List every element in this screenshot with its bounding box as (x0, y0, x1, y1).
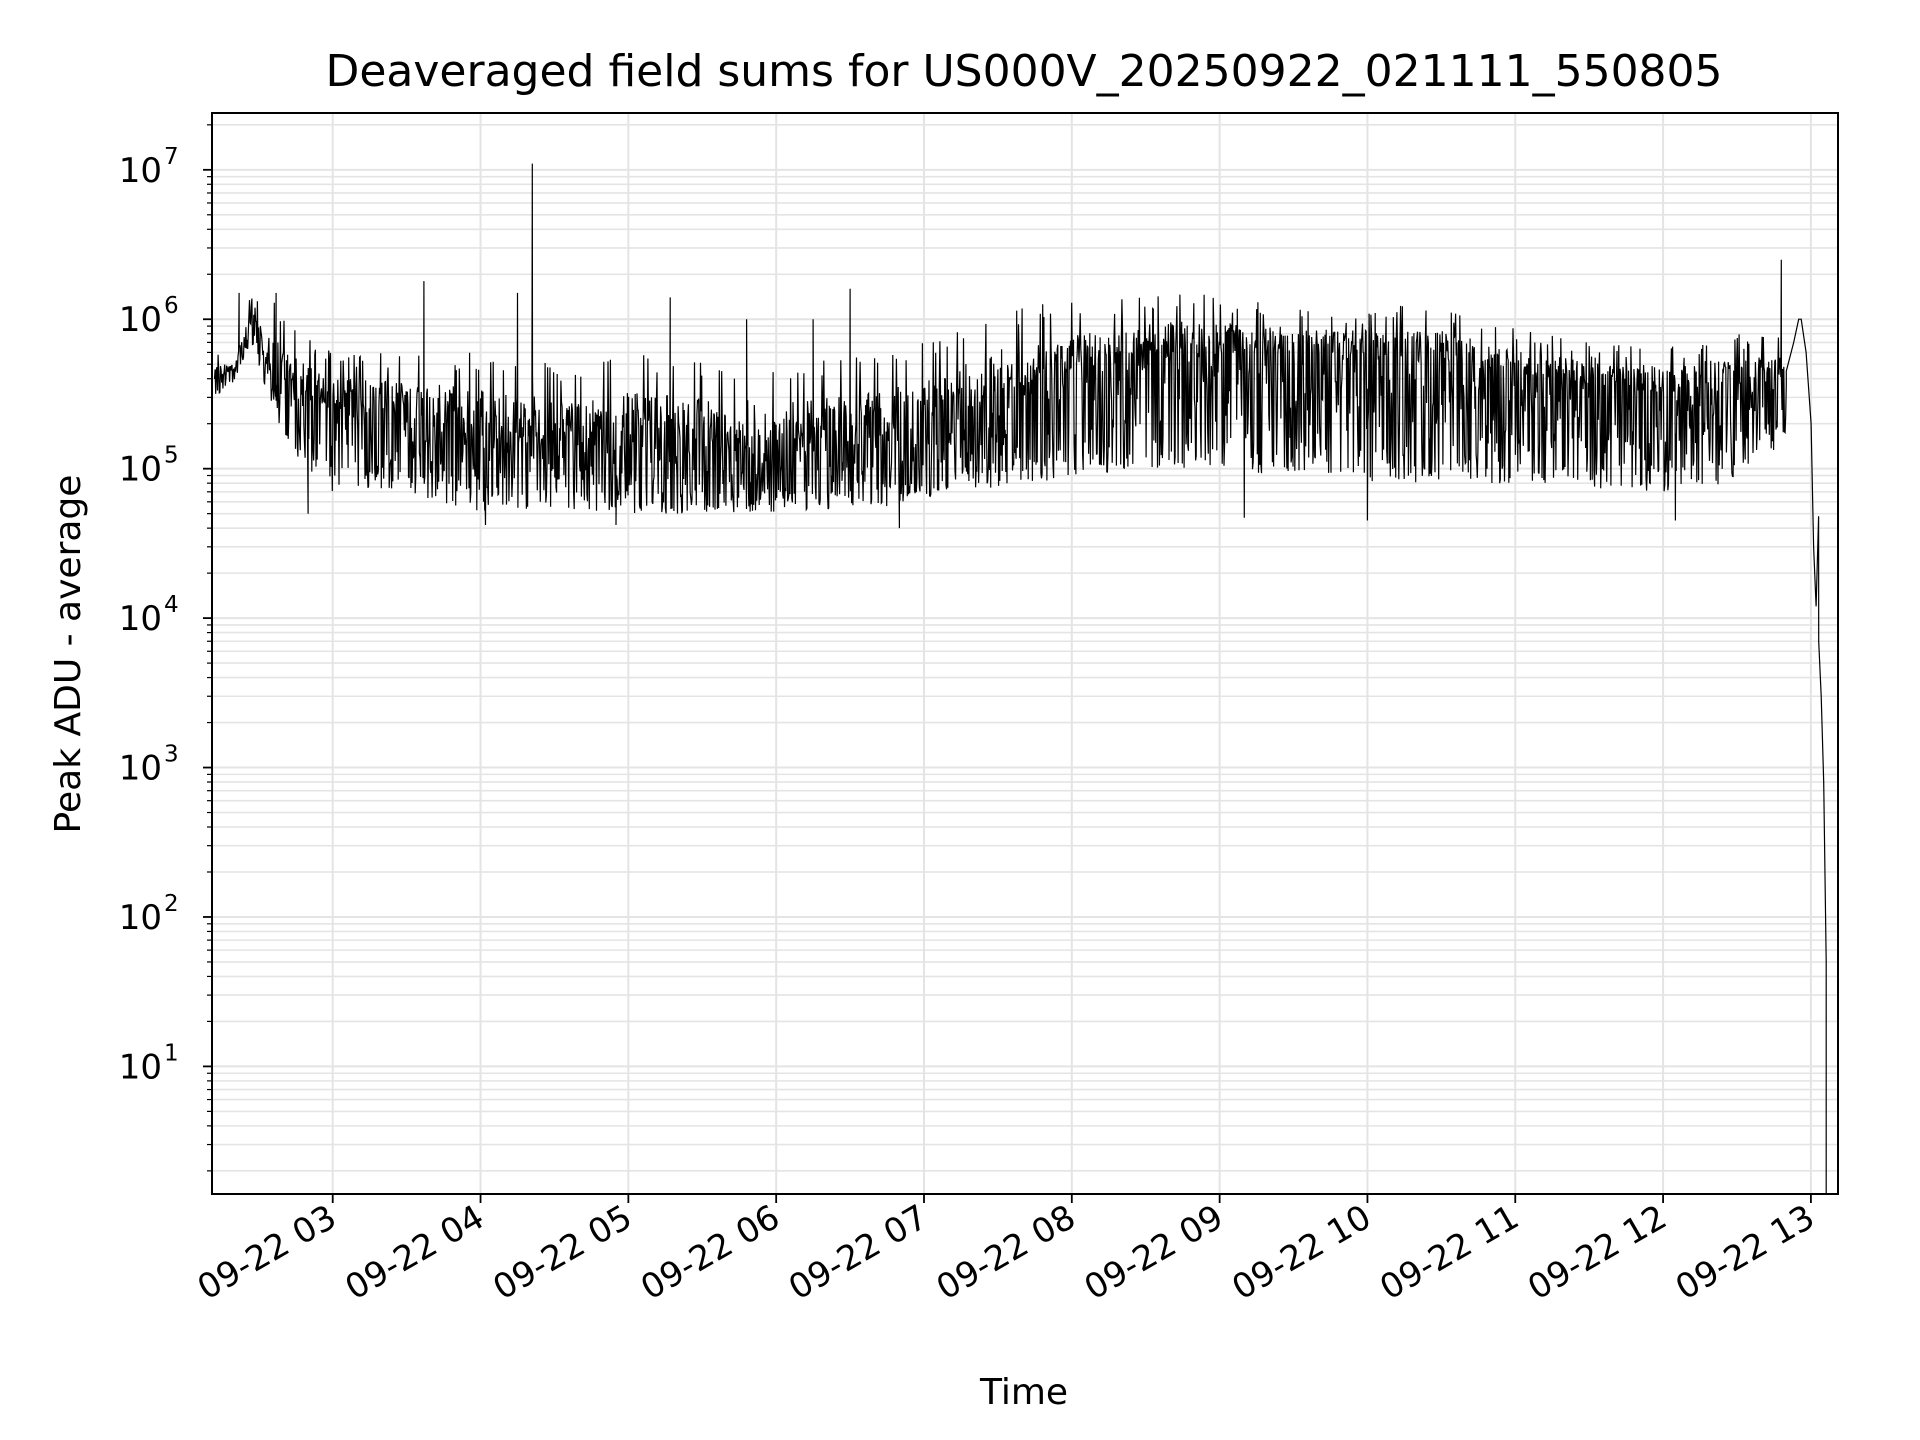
y-tick-exponent: 4 (164, 592, 179, 618)
chart-title: Deaveraged field sums for US000V_2025092… (325, 46, 1722, 97)
x-axis-label: Time (979, 1372, 1068, 1413)
y-tick-base: 10 (119, 898, 162, 938)
y-tick-base: 10 (119, 151, 162, 191)
y-tick-label: 10 6 (119, 293, 179, 340)
y-tick-label: 10 7 (119, 144, 179, 191)
y-tick-base: 10 (119, 599, 162, 639)
y-tick-base: 10 (119, 1047, 162, 1087)
plot-frame (211, 112, 1839, 1195)
y-tick-exponent: 5 (164, 443, 179, 469)
series-group (213, 163, 1827, 1194)
y-tick-exponent: 2 (164, 891, 179, 917)
series-line (213, 163, 1827, 1194)
y-tick-exponent: 6 (164, 293, 179, 319)
y-tick-base: 10 (119, 300, 162, 340)
y-tick-exponent: 7 (164, 144, 179, 170)
y-tick-label: 10 4 (119, 592, 179, 639)
y-tick-exponent: 3 (164, 742, 179, 768)
y-tick-exponent: 1 (164, 1040, 179, 1066)
grid (212, 113, 1838, 1194)
y-axis-label: Peak ADU - average (48, 475, 89, 834)
y-tick-base: 10 (119, 450, 162, 490)
y-tick-label: 10 5 (119, 443, 179, 490)
y-tick-base: 10 (119, 749, 162, 789)
ticks (203, 124, 1812, 1203)
y-tick-label: 10 3 (119, 742, 179, 789)
y-tick-label: 10 1 (119, 1040, 179, 1087)
y-tick-label: 10 2 (119, 891, 179, 938)
